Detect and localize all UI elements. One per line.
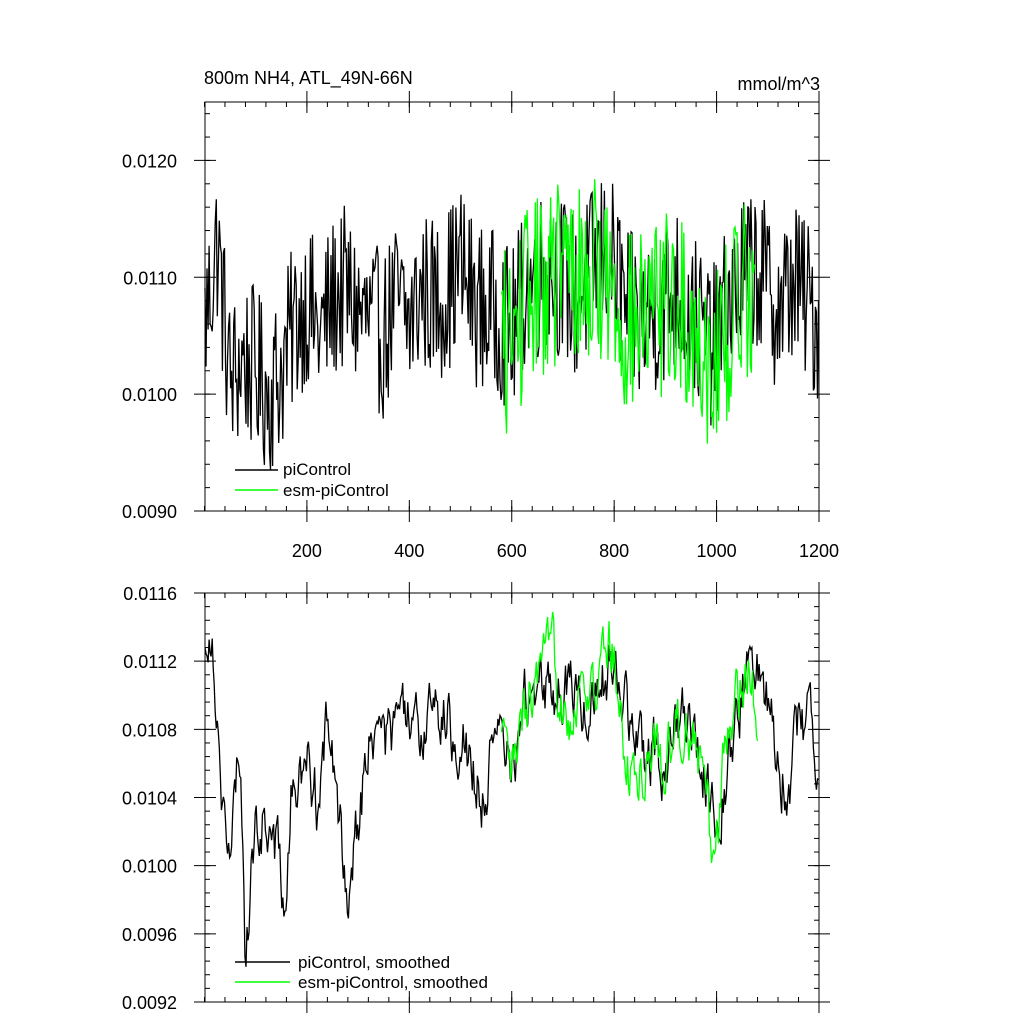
top-plot-lines: [204, 179, 820, 470]
bottom-legend: piControl, smoothed esm-piControl, smoot…: [235, 953, 488, 992]
top-panel: 800m NH4, ATL_49N-66N mmol/m^3 0.00900.0…: [122, 68, 839, 561]
y-tick-label: 0.0104: [122, 789, 177, 809]
top-yaxis-ticks: 0.0090 0.0100 0.0110 0.0120: [122, 113, 830, 522]
legend-label-picontrol-smoothed: piControl, smoothed: [298, 953, 450, 972]
series-line-esm-picontrol-smoothed: [500, 611, 759, 863]
x-tick-label: 800: [599, 541, 629, 561]
top-legend: piControl esm-piControl: [235, 460, 389, 500]
legend-label-esm-picontrol-smoothed: esm-piControl, smoothed: [298, 973, 488, 992]
top-panel-title: 800m NH4, ATL_49N-66N: [204, 68, 413, 89]
bottom-panel: 0.0092 0.0096 0.0100 0.0104 0.0108 0.0112 0.01…: [122, 582, 830, 1013]
y-tick-label: 0.0116: [123, 584, 177, 604]
bottom-xaxis-ticks: [203, 582, 820, 1013]
x-tick-label: 400: [394, 541, 424, 561]
y-tick-label: 0.0100: [122, 385, 177, 405]
legend-label-picontrol: piControl: [283, 460, 351, 479]
y-tick-label: 0.0110: [123, 268, 177, 288]
top-xaxis-ticks: 200 400 600 800 1000 1200: [203, 91, 839, 561]
bottom-plot-lines: [204, 611, 819, 967]
y-tick-label: 0.0096: [122, 925, 177, 945]
series-line-picontrol: [204, 183, 820, 470]
top-plot-frame: [204, 101, 820, 512]
y-tick-label: 0.0092: [122, 993, 177, 1013]
bottom-plot-frame: [204, 592, 820, 1003]
y-tick-label: 0.0112: [123, 652, 177, 672]
y-tick-label: 0.0108: [122, 720, 177, 740]
legend-label-esm-picontrol: esm-piControl: [283, 481, 389, 500]
x-tick-label: 200: [292, 541, 322, 561]
x-tick-label: 1000: [697, 541, 737, 561]
y-tick-label: 0.0100: [122, 857, 177, 877]
series-line-esm-picontrol: [500, 179, 756, 444]
series-line-picontrol-smoothed: [204, 638, 819, 967]
x-tick-label: 1200: [799, 541, 839, 561]
y-tick-label: 0.0090: [122, 502, 177, 522]
y-tick-label: 0.0120: [122, 151, 177, 171]
top-panel-units: mmol/m^3: [738, 74, 820, 94]
x-tick-label: 600: [497, 541, 527, 561]
bottom-yaxis-ticks: 0.0092 0.0096 0.0100 0.0104 0.0108 0.0112 0.01…: [122, 584, 830, 1013]
